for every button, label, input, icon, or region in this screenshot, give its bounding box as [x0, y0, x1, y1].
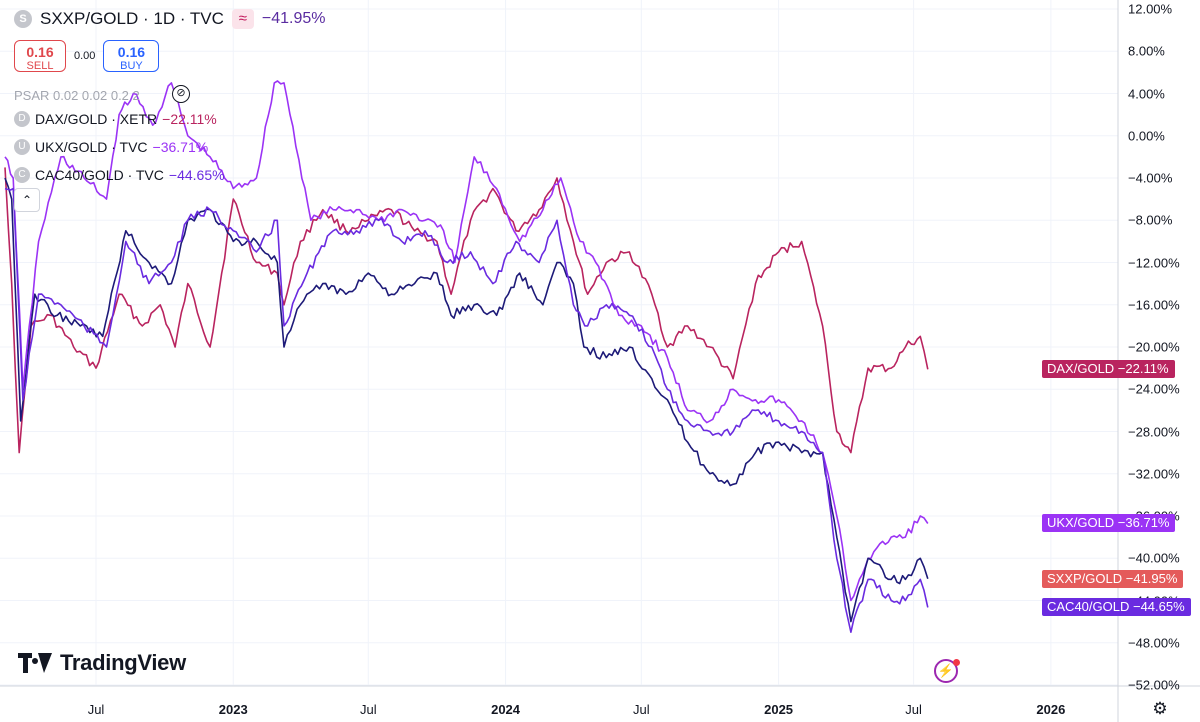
series-line-ukx-gold	[4, 80, 929, 602]
y-tick-label: −24.00%	[1128, 381, 1180, 397]
psar-indicator-label[interactable]: PSAR 0.02 0.02 0.2 2	[14, 88, 140, 103]
symbol-logo-icon: S	[14, 10, 32, 28]
legend-label: DAX/GOLD · XETR	[35, 111, 158, 127]
x-tick-label: Jul	[633, 702, 650, 717]
x-tick-label: 2025	[764, 702, 794, 717]
tradingview-logo: TradingView	[18, 650, 186, 676]
legend-item[interactable]: C CAC40/GOLD · TVC −44.65%	[14, 167, 225, 183]
series-line-sxxp-gold	[4, 177, 929, 623]
series-tag-value: −44.65%	[1129, 599, 1185, 615]
legend-symbol-icon: U	[14, 139, 30, 155]
series-tag-value: −41.95%	[1122, 570, 1178, 586]
series-line-dax-gold	[4, 167, 929, 454]
series-tag-name: UKX/GOLD	[1047, 515, 1115, 531]
series-line-cac40-gold	[4, 187, 929, 633]
symbol-title[interactable]: SXXP/GOLD · 1D · TVC	[40, 9, 224, 28]
series-tag-value: −36.71%	[1114, 515, 1170, 531]
settings-gear-icon[interactable]: ⚙	[1152, 699, 1168, 718]
compare-icon[interactable]: ≈	[231, 9, 254, 29]
x-tick-label: Jul	[905, 702, 922, 717]
sell-label: SELL	[26, 60, 54, 72]
y-tick-label: −4.00%	[1128, 170, 1173, 186]
x-tick-label: Jul	[87, 702, 105, 717]
series-tag-name: SXXP/GOLD	[1047, 570, 1123, 586]
symbol-header: S SXXP/GOLD · 1D · TVC ≈ −41.95%	[14, 9, 326, 29]
logo-text: TradingView	[60, 650, 186, 675]
y-tick-label: −40.00%	[1128, 550, 1180, 566]
legend-label: UKX/GOLD · TVC	[35, 139, 148, 155]
y-tick-label: −28.00%	[1128, 424, 1180, 439]
legend-item[interactable]: U UKX/GOLD · TVC −36.71%	[14, 139, 208, 155]
legend-symbol-icon: D	[14, 111, 30, 127]
series-tag-name: CAC40/GOLD	[1047, 599, 1130, 615]
series-tag-value: −22.11%	[1114, 361, 1169, 377]
y-tick-label: 4.00%	[1128, 86, 1165, 101]
buy-price: 0.16	[117, 44, 146, 60]
y-tick-label: 8.00%	[1128, 43, 1165, 59]
series-tag-sxxp-gold: SXXP/GOLD −41.95%	[1042, 569, 1184, 588]
legend-change: −44.65%	[168, 167, 225, 183]
series-tag-dax-gold: DAX/GOLD −22.11%	[1042, 360, 1175, 379]
legend-label: CAC40/GOLD · TVC	[35, 167, 164, 183]
y-tick-label: 0.00%	[1128, 128, 1165, 144]
series-tag-name: DAX/GOLD	[1047, 361, 1115, 377]
symbol-change: −41.95%	[261, 10, 326, 27]
x-tick-label: 2026	[1036, 702, 1066, 717]
buy-button[interactable]: 0.16 BUY	[103, 40, 160, 72]
buy-label: BUY	[120, 60, 143, 72]
legend-change: −22.11%	[162, 111, 217, 127]
y-tick-label: −32.00%	[1128, 466, 1180, 482]
y-tick-label: −48.00%	[1128, 635, 1180, 651]
sell-price: 0.16	[26, 44, 54, 60]
x-tick-label: 2024	[491, 702, 521, 717]
sell-button[interactable]: 0.16 SELL	[14, 40, 66, 72]
y-tick-label: 12.00%	[1128, 1, 1173, 17]
legend-change: −36.71%	[152, 139, 209, 155]
x-tick-label: 2023	[218, 702, 248, 717]
visibility-off-icon[interactable]: ⊘	[172, 85, 190, 103]
y-tick-label: −8.00%	[1128, 212, 1173, 228]
trade-panel: 0.16 SELL 0.00 0.16 BUY	[14, 40, 160, 72]
series-tag-ukx-gold: UKX/GOLD −36.71%	[1042, 514, 1176, 533]
tradingview-logo-icon	[18, 653, 54, 673]
y-tick-label: −12.00%	[1128, 255, 1180, 270]
y-tick-label: −52.00%	[1128, 677, 1180, 693]
notification-dot	[953, 659, 960, 666]
y-tick-label: −20.00%	[1128, 339, 1180, 355]
legend-item[interactable]: D DAX/GOLD · XETR −22.11%	[14, 111, 217, 127]
spread-value: 0.00	[74, 50, 96, 62]
flash-icon[interactable]: ⚡	[934, 659, 958, 683]
legend-symbol-icon: C	[14, 167, 30, 183]
collapse-legend-button[interactable]: ⌃	[14, 188, 40, 212]
y-tick-label: −16.00%	[1128, 297, 1180, 313]
series-tag-cac40-gold: CAC40/GOLD −44.65%	[1042, 598, 1191, 617]
x-tick-label: Jul	[359, 702, 377, 717]
